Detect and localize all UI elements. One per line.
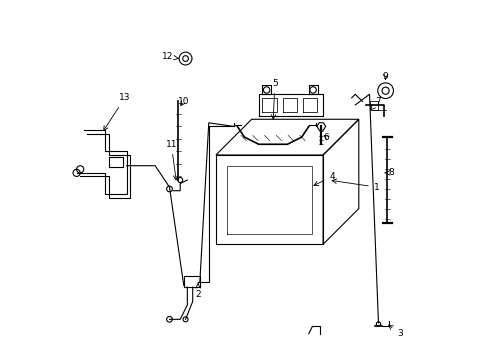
Text: 6: 6 xyxy=(323,132,329,141)
Text: 1: 1 xyxy=(331,179,379,192)
Text: 9: 9 xyxy=(382,72,387,81)
Text: 2: 2 xyxy=(195,284,201,299)
Text: 4: 4 xyxy=(313,172,334,185)
Text: 7: 7 xyxy=(370,97,381,110)
Text: 5: 5 xyxy=(271,79,277,119)
Text: 10: 10 xyxy=(178,97,189,106)
Text: 13: 13 xyxy=(103,93,130,130)
Text: 8: 8 xyxy=(385,168,393,177)
Text: 3: 3 xyxy=(388,325,402,338)
Text: 11: 11 xyxy=(165,140,177,180)
Text: 12: 12 xyxy=(162,52,179,61)
